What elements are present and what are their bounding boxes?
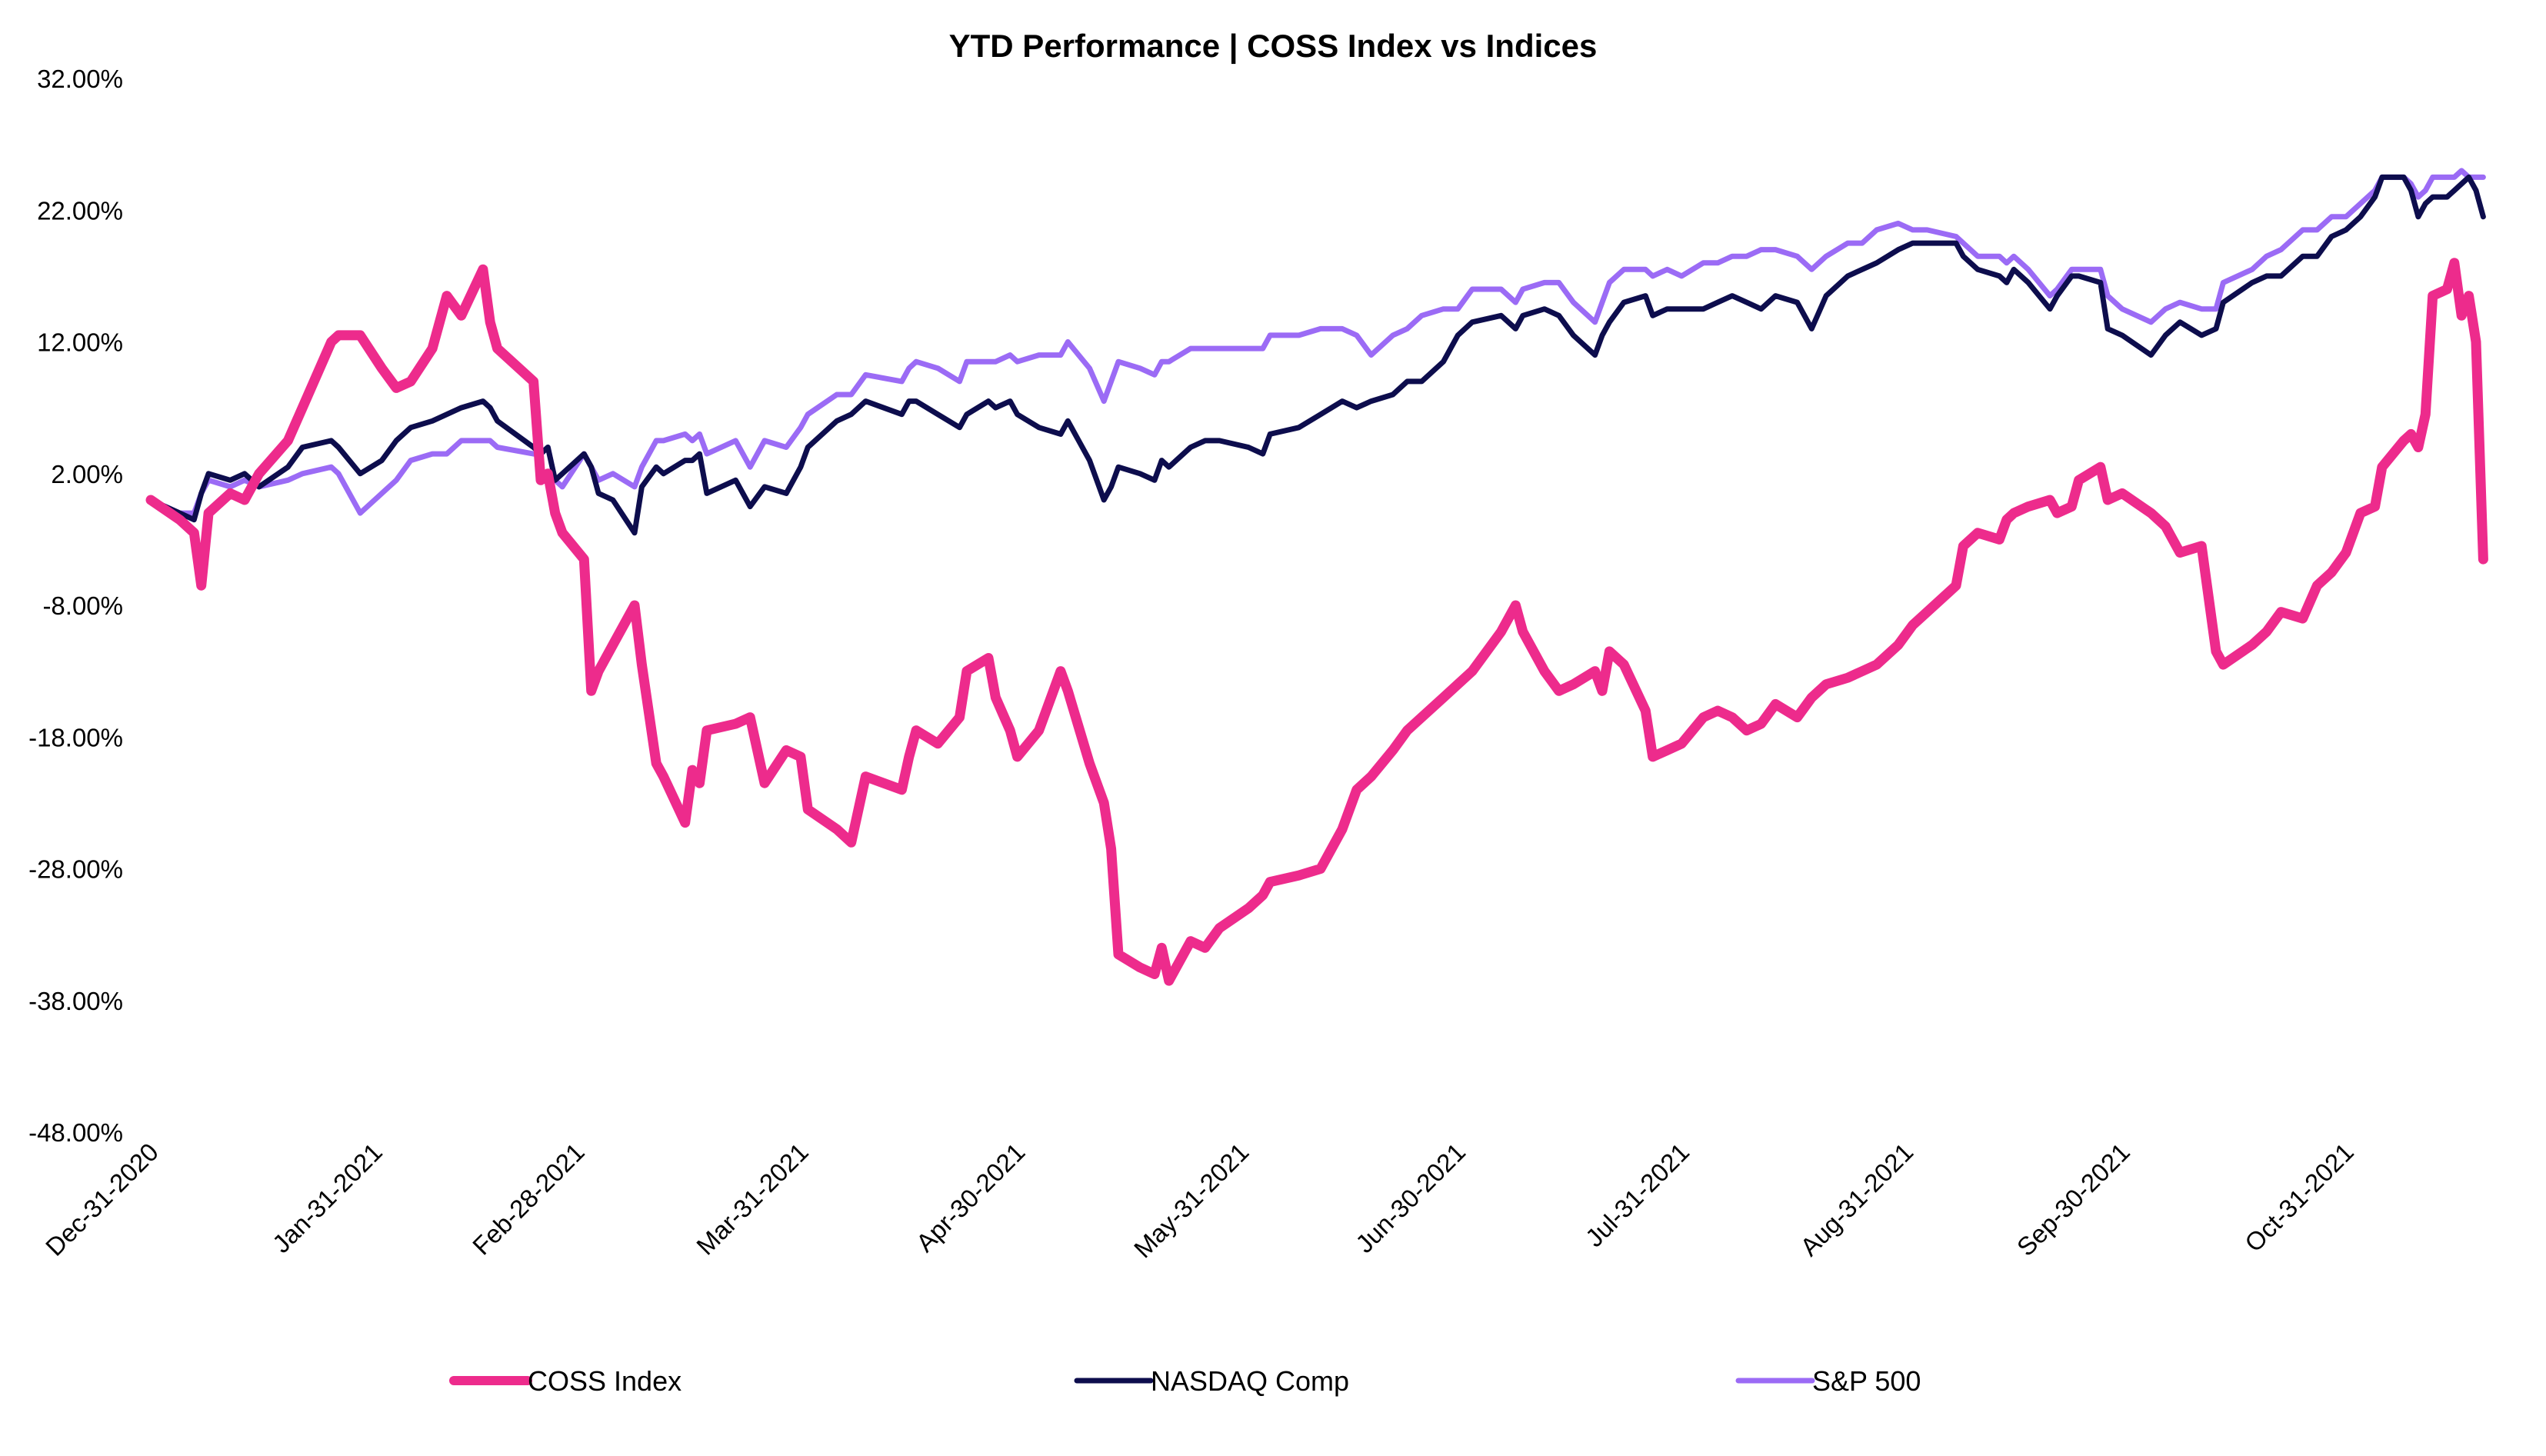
legend-label: S&P 500 <box>1812 1365 1921 1397</box>
x-tick-label: Aug-31-2021 <box>1795 1138 1918 1261</box>
y-tick-label: 12.00% <box>37 328 123 357</box>
x-tick-label: Sep-30-2021 <box>2011 1138 2135 1261</box>
x-tick-label: Jul-31-2021 <box>1580 1138 1695 1252</box>
y-tick-label: 32.00% <box>37 65 123 93</box>
x-axis: Dec-31-2020 Jan-31-2021 Feb-28-2021 Mar-31-… <box>40 1138 2359 1264</box>
y-tick-label: 2.00% <box>51 460 123 488</box>
legend-label: NASDAQ Comp <box>1151 1365 1349 1397</box>
y-tick-label: -38.00% <box>28 987 123 1015</box>
y-tick-label: -48.00% <box>28 1118 123 1147</box>
x-tick-label: Oct-31-2021 <box>2239 1138 2359 1258</box>
x-tick-label: Mar-31-2021 <box>691 1138 814 1261</box>
x-tick-label: Dec-31-2020 <box>40 1138 164 1261</box>
series-line-coss-index <box>145 258 2488 986</box>
y-tick-label: -8.00% <box>42 591 123 620</box>
x-tick-label: Apr-30-2021 <box>911 1138 1031 1258</box>
x-tick-label: Feb-28-2021 <box>467 1138 590 1261</box>
legend: COSS Index NASDAQ Comp S&P 500 <box>449 1365 1921 1397</box>
x-tick-label: Jan-31-2021 <box>267 1138 388 1258</box>
y-axis: 32.00% 22.00% 12.00% 2.00% -8.00% -18.00% -28.… <box>28 65 123 1147</box>
y-tick-label: -28.00% <box>28 855 123 884</box>
x-tick-label: May-31-2021 <box>1128 1138 1255 1264</box>
plot-area <box>145 168 2488 986</box>
y-tick-label: 22.00% <box>37 196 123 225</box>
y-tick-label: -18.00% <box>28 723 123 751</box>
x-tick-label: Jun-30-2021 <box>1350 1138 1471 1258</box>
series-line-s-p-500 <box>148 168 2486 516</box>
series-line-nasdaq-comp <box>148 174 2486 536</box>
chart-title: YTD Performance | COSS Index vs Indices <box>949 28 1598 65</box>
legend-label: COSS Index <box>528 1365 681 1397</box>
